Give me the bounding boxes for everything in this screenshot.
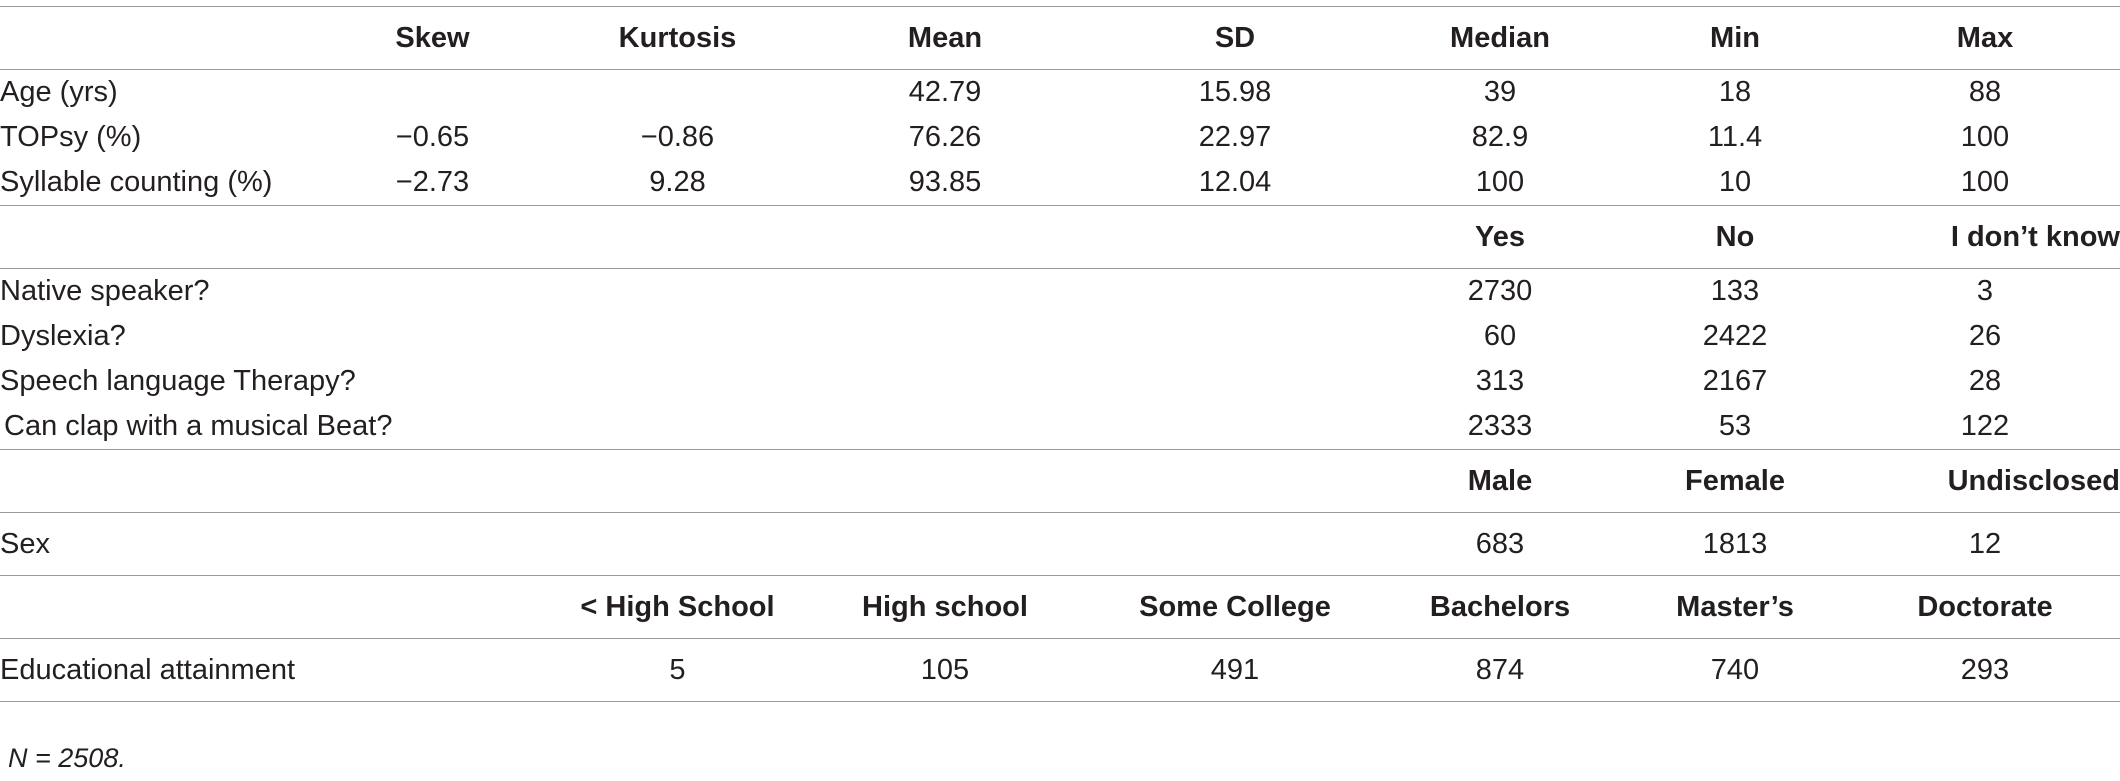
column-header-median: Median	[1380, 6, 1620, 70]
table-row: Educational attainment 5 105 491 874 740…	[0, 638, 2120, 702]
table-cell: 100	[1475, 166, 1525, 198]
table-cell: 2167	[1702, 365, 1768, 397]
table-cell: 105	[800, 638, 1090, 702]
table-cell: 874	[1380, 638, 1620, 702]
column-header-min: Min	[1620, 6, 1850, 70]
table-row: Syllable counting (%) −2.73 9.28 93.85 1…	[0, 160, 2120, 206]
table-cell: 76.26	[908, 121, 982, 153]
table-cell: 10	[1718, 166, 1752, 198]
table-cell: 26	[1968, 320, 2002, 352]
column-header-less-than-high-school: < High School	[555, 575, 800, 639]
row-label: Dyslexia?	[0, 320, 126, 352]
table-row: Dyslexia? 60 2422 26	[0, 314, 2120, 359]
column-header-yes: Yes	[1380, 205, 1620, 269]
table-cell: 2333	[1467, 410, 1533, 442]
header-row-sex: Male Female Undisclosed	[0, 449, 2120, 513]
column-header-max: Max	[1850, 6, 2120, 70]
table-cell: 93.85	[908, 166, 982, 198]
column-header-kurtosis: Kurtosis	[555, 6, 800, 70]
table-cell: 28	[1968, 365, 2002, 397]
table-cell: −0.86	[640, 121, 715, 153]
column-header-mean: Mean	[800, 6, 1090, 70]
row-label: Syllable counting (%)	[0, 166, 273, 198]
table-cell: 11.4	[1707, 121, 1763, 153]
column-header	[0, 575, 555, 639]
row-label: Native speaker?	[0, 275, 210, 307]
column-header-no: No	[1620, 205, 1850, 269]
table-cell: 39	[1483, 76, 1517, 108]
column-header-high-school: High school	[800, 575, 1090, 639]
column-header-sd: SD	[1090, 6, 1380, 70]
table-cell	[310, 70, 555, 116]
table-cell: 5	[555, 638, 800, 702]
column-header	[0, 205, 1380, 269]
column-header-some-college: Some College	[1090, 575, 1380, 639]
table-cell: 740	[1620, 638, 1850, 702]
row-label: Sex	[0, 527, 50, 560]
table-cell: 2730	[1467, 275, 1533, 307]
table-cell: 82.9	[1471, 121, 1529, 153]
table-cell: 15.98	[1198, 76, 1272, 108]
column-header-female: Female	[1620, 449, 1850, 513]
row-label: Educational attainment	[0, 638, 555, 702]
header-row-yes-no: Yes No I don’t know	[0, 205, 2120, 269]
table-row: Native speaker? 2730 133 3	[0, 269, 2120, 315]
table-cell: 18	[1718, 76, 1752, 108]
table-cell: 53	[1718, 410, 1752, 442]
table-cell: 1813	[1702, 527, 1768, 560]
table-cell: 491	[1090, 638, 1380, 702]
table-cell: 42.79	[908, 76, 982, 108]
column-header	[0, 6, 310, 70]
table-cell: 9.28	[649, 166, 706, 198]
column-header-bachelors: Bachelors	[1380, 575, 1620, 639]
table-cell: 22.97	[1198, 121, 1272, 153]
table-cell: 683	[1475, 527, 1525, 560]
table-cell: 12	[1968, 527, 2002, 560]
column-header-dont-know: I don’t know	[1850, 205, 2120, 269]
table-row: TOPsy (%) −0.65 −0.86 76.26 22.97 82.9 1…	[0, 115, 2120, 160]
row-label: Age (yrs)	[0, 76, 118, 108]
header-row-education: < High School High school Some College B…	[0, 575, 2120, 639]
column-header-skew: Skew	[310, 6, 555, 70]
table-cell: 293	[1850, 638, 2120, 702]
table-cell	[555, 70, 800, 116]
column-header-doctorate: Doctorate	[1850, 575, 2120, 639]
row-label: TOPsy (%)	[0, 121, 142, 153]
table-row: Age (yrs) 42.79 15.98 39 18 88	[0, 70, 2120, 116]
table-cell: 88	[1968, 76, 2002, 108]
table-footnote: N = 2508.	[8, 743, 126, 773]
table-cell: 100	[1960, 166, 2010, 198]
table-cell: 100	[1960, 121, 2010, 153]
column-header	[0, 449, 1380, 513]
descriptive-statistics-table: Skew Kurtosis Mean SD Median Min Max Age…	[0, 6, 2120, 702]
header-row-statistics: Skew Kurtosis Mean SD Median Min Max	[0, 6, 2120, 70]
row-label: Can clap with a musical Beat?	[4, 410, 393, 442]
table-cell: 3	[1976, 275, 1994, 307]
table-cell: 2422	[1702, 320, 1768, 352]
table-cell: 12.04	[1198, 166, 1272, 198]
column-header-male: Male	[1380, 449, 1620, 513]
table-cell: 313	[1475, 365, 1525, 397]
table-cell: 133	[1710, 275, 1760, 307]
table-row: Sex 683 1813 12	[0, 513, 2120, 576]
column-header-masters: Master’s	[1620, 575, 1850, 639]
table-cell: −0.65	[395, 121, 470, 153]
table-cell: 60	[1483, 320, 1517, 352]
table-cell: −2.73	[395, 166, 470, 198]
table-cell: 122	[1960, 410, 2010, 442]
table-row: Speech language Therapy? 313 2167 28	[0, 359, 2120, 404]
column-header-undisclosed: Undisclosed	[1850, 449, 2120, 513]
table-row: Can clap with a musical Beat? 2333 53 12…	[0, 404, 2120, 450]
row-label: Speech language Therapy?	[0, 365, 356, 397]
